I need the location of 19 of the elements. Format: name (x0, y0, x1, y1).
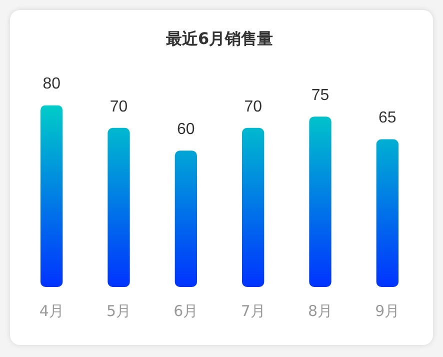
x-tick-label: 9月 (375, 302, 400, 320)
bar (309, 116, 332, 287)
data-label: 75 (311, 86, 330, 104)
data-label: 65 (378, 110, 396, 127)
x-tick-label: 7月 (240, 302, 266, 320)
x-tick-label: 6月 (174, 302, 198, 320)
x-tick-label: 4月 (39, 302, 64, 320)
bar (376, 139, 398, 287)
data-label: 70 (244, 98, 262, 116)
chart-title: 最近6月销售量 (164, 28, 274, 48)
bar (40, 105, 63, 287)
data-label: 70 (110, 98, 128, 116)
x-tick-label: 8月 (308, 302, 333, 320)
bar (108, 128, 130, 287)
bar (242, 128, 264, 287)
x-tick-label: 5月 (106, 302, 132, 320)
data-label: 80 (42, 76, 61, 93)
bar (174, 150, 197, 287)
data-label: 60 (177, 121, 195, 138)
